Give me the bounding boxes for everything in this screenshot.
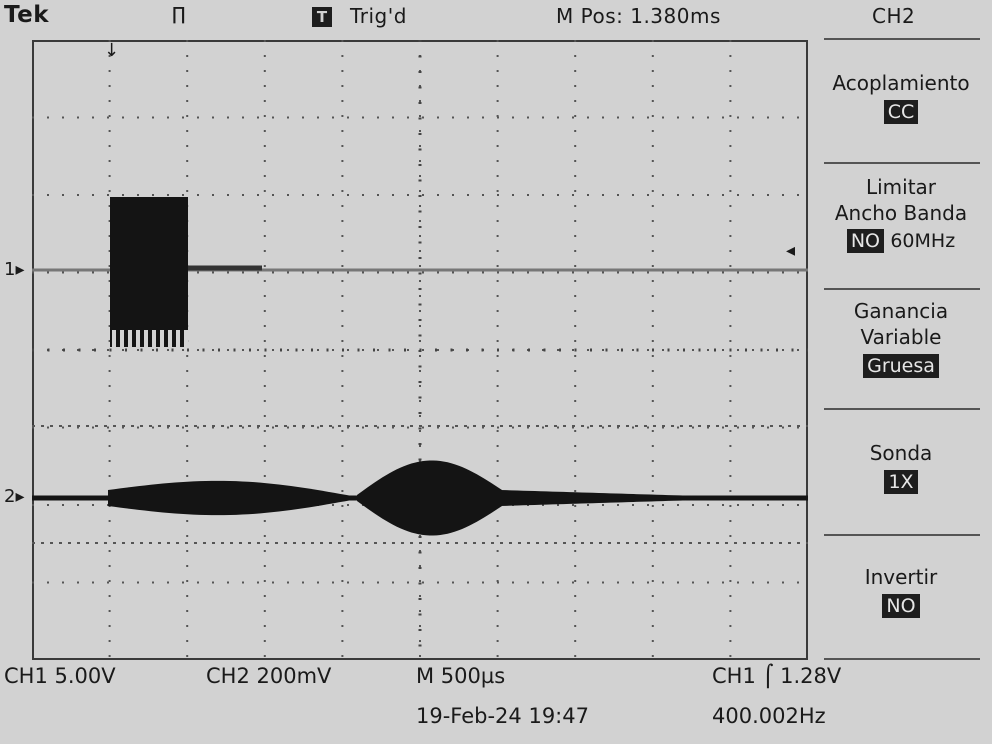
coupling-value: CC xyxy=(883,100,919,124)
trigger-position-icon: ↓ xyxy=(104,40,120,61)
gain-label-line1: Ganancia xyxy=(853,299,949,323)
bw-label-line1: Limitar xyxy=(865,175,937,199)
ch1-ground-marker: 1▸ xyxy=(4,259,25,280)
trigger-level-icon: ◂ xyxy=(786,240,796,261)
waveform-display xyxy=(32,40,808,660)
probe-value: 1X xyxy=(884,470,918,494)
status-header: Tek ∏ T Trig'd M Pos: 1.380ms CH2 xyxy=(0,0,992,34)
ch1-scale: CH1 5.00V xyxy=(4,664,116,688)
menu-divider xyxy=(824,658,980,660)
ch2-scale: CH2 200mV xyxy=(206,664,332,688)
gain-value: Gruesa xyxy=(863,354,939,378)
ch2-envelope-tail xyxy=(500,490,732,506)
brand-logo: Tek xyxy=(4,2,50,28)
bw-value: NO xyxy=(846,229,884,253)
menu-variable-gain[interactable]: Ganancia Variable Gruesa xyxy=(810,298,992,378)
menu-probe[interactable]: Sonda 1X xyxy=(810,440,992,494)
graticule xyxy=(32,40,808,660)
trigger-status: Trig'd xyxy=(350,4,407,28)
menu-divider xyxy=(824,288,980,290)
acquisition-icon: ∏ xyxy=(172,4,187,25)
side-menu: Acoplamiento CC Limitar Ancho Banda NO 6… xyxy=(810,34,992,664)
probe-label: Sonda xyxy=(869,441,933,465)
invert-value: NO xyxy=(882,594,920,618)
menu-divider xyxy=(824,38,980,40)
ch2-envelope-center xyxy=(357,460,502,536)
trigger-readout: CH1 ⌠ 1.28V xyxy=(712,664,842,688)
coupling-label: Acoplamiento xyxy=(832,71,970,95)
trigger-badge: T xyxy=(312,7,332,27)
menu-divider xyxy=(824,408,980,410)
ch1-burst-notches xyxy=(112,330,188,348)
ch2-envelope-first xyxy=(108,480,352,516)
menu-divider xyxy=(824,534,980,536)
menu-coupling[interactable]: Acoplamiento CC xyxy=(810,70,992,124)
date-time: 19-Feb-24 19:47 xyxy=(416,704,589,728)
menu-title: CH2 xyxy=(872,4,916,28)
ch2-ground-marker: 2▸ xyxy=(4,486,25,507)
frequency-readout: 400.002Hz xyxy=(712,704,826,728)
menu-divider xyxy=(824,162,980,164)
timebase: M 500µs xyxy=(416,664,506,688)
horizontal-position: M Pos: 1.380ms xyxy=(556,4,721,28)
bw-label-line2: Ancho Banda xyxy=(834,201,968,225)
invert-label: Invertir xyxy=(864,565,938,589)
ch1-burst xyxy=(110,197,188,347)
bw-frequency: 60MHz xyxy=(890,230,956,252)
menu-invert[interactable]: Invertir NO xyxy=(810,564,992,618)
menu-bandwidth-limit[interactable]: Limitar Ancho Banda NO 60MHz xyxy=(810,174,992,253)
gain-label-line2: Variable xyxy=(860,325,942,349)
